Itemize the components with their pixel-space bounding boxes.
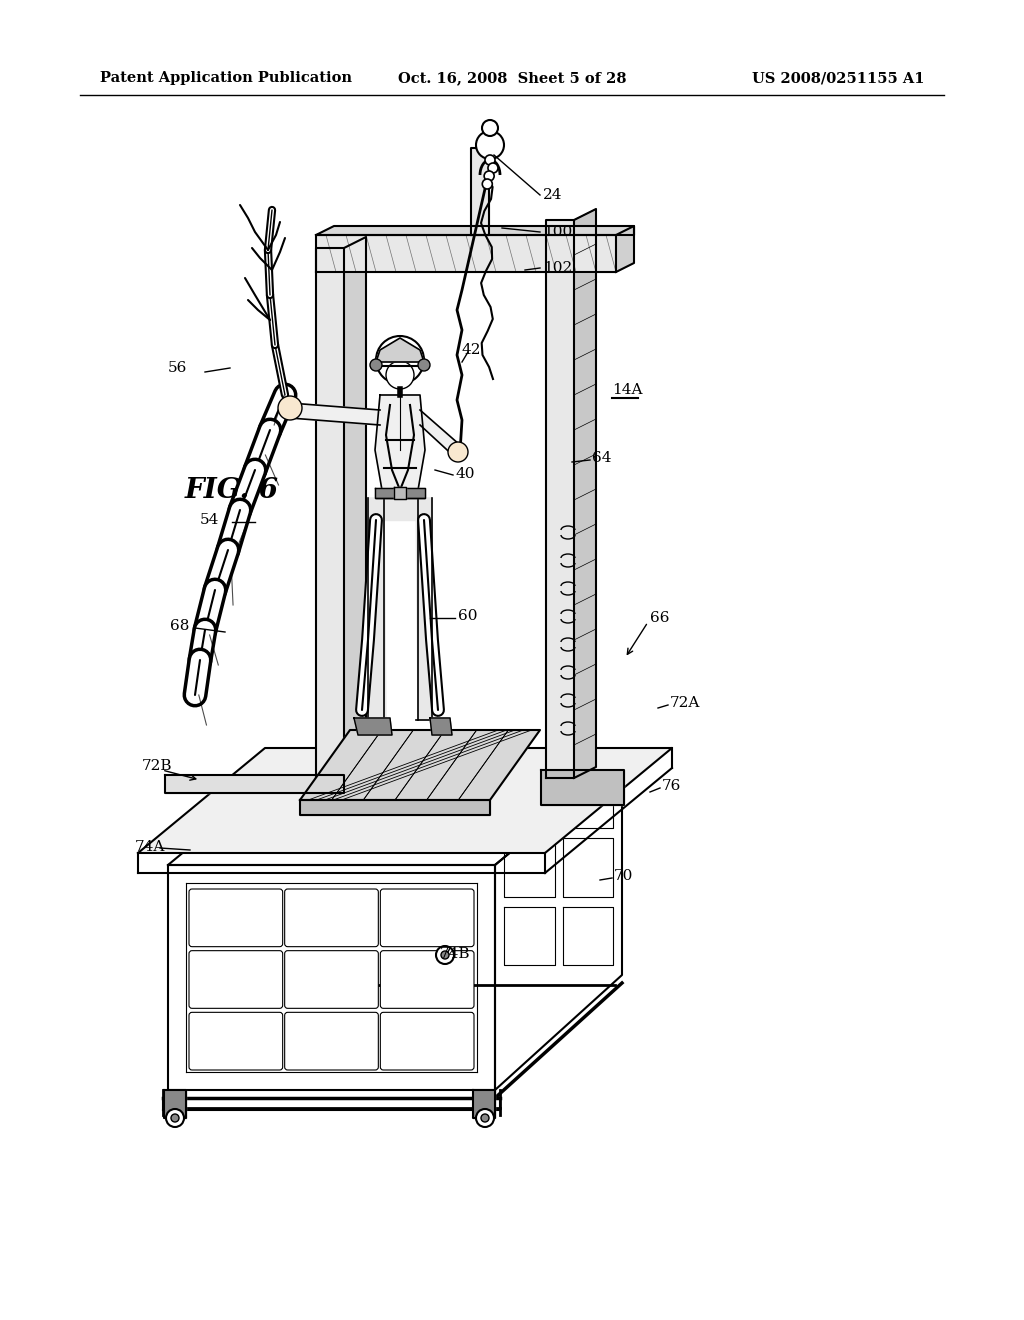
- Polygon shape: [416, 498, 434, 719]
- Circle shape: [449, 442, 468, 462]
- Polygon shape: [164, 1090, 186, 1118]
- Text: 68: 68: [170, 619, 189, 634]
- Polygon shape: [300, 800, 490, 814]
- Polygon shape: [138, 748, 672, 853]
- Circle shape: [171, 1114, 179, 1122]
- Text: 100: 100: [543, 224, 572, 239]
- FancyBboxPatch shape: [380, 1012, 474, 1071]
- Circle shape: [376, 337, 424, 384]
- Text: 54: 54: [200, 513, 219, 527]
- Text: 24: 24: [543, 187, 562, 202]
- Text: Oct. 16, 2008  Sheet 5 of 28: Oct. 16, 2008 Sheet 5 of 28: [397, 71, 627, 84]
- Text: FIG. 6: FIG. 6: [185, 477, 279, 503]
- FancyBboxPatch shape: [285, 888, 378, 946]
- Polygon shape: [375, 488, 425, 498]
- Text: 70: 70: [614, 869, 634, 883]
- Polygon shape: [290, 403, 380, 425]
- Polygon shape: [354, 718, 392, 735]
- Polygon shape: [541, 770, 624, 805]
- Polygon shape: [316, 235, 616, 272]
- Text: US 2008/0251155 A1: US 2008/0251155 A1: [752, 71, 924, 84]
- Polygon shape: [300, 730, 540, 800]
- Circle shape: [386, 360, 414, 389]
- Circle shape: [436, 946, 454, 964]
- Circle shape: [278, 396, 302, 420]
- Text: 64: 64: [592, 451, 611, 465]
- Circle shape: [166, 1109, 184, 1127]
- Circle shape: [482, 180, 493, 189]
- Polygon shape: [316, 226, 634, 235]
- Polygon shape: [316, 248, 344, 777]
- Circle shape: [488, 162, 498, 173]
- Circle shape: [484, 172, 495, 181]
- Polygon shape: [165, 775, 344, 793]
- Circle shape: [418, 359, 430, 371]
- FancyBboxPatch shape: [189, 950, 283, 1008]
- FancyBboxPatch shape: [380, 888, 474, 946]
- Polygon shape: [376, 498, 424, 520]
- Polygon shape: [394, 487, 406, 499]
- Circle shape: [441, 950, 449, 960]
- Polygon shape: [473, 1090, 495, 1118]
- Polygon shape: [420, 411, 460, 459]
- Circle shape: [476, 131, 504, 158]
- Circle shape: [370, 359, 382, 371]
- Polygon shape: [376, 338, 424, 362]
- Polygon shape: [471, 148, 489, 235]
- FancyBboxPatch shape: [380, 950, 474, 1008]
- Text: 56: 56: [168, 360, 187, 375]
- Circle shape: [476, 1109, 494, 1127]
- Text: Patent Application Publication: Patent Application Publication: [100, 71, 352, 84]
- Polygon shape: [616, 226, 634, 272]
- Circle shape: [482, 120, 498, 136]
- Text: 66: 66: [650, 611, 670, 624]
- Text: 60: 60: [458, 609, 477, 623]
- Text: 76: 76: [662, 779, 681, 793]
- FancyBboxPatch shape: [285, 1012, 378, 1071]
- Text: 42: 42: [462, 343, 481, 356]
- FancyBboxPatch shape: [189, 1012, 283, 1071]
- FancyBboxPatch shape: [189, 888, 283, 946]
- Polygon shape: [375, 395, 425, 490]
- Polygon shape: [430, 718, 452, 735]
- Text: 74A: 74A: [135, 840, 165, 854]
- FancyBboxPatch shape: [285, 950, 378, 1008]
- Text: 40: 40: [455, 467, 474, 480]
- Circle shape: [481, 1114, 489, 1122]
- Polygon shape: [546, 220, 574, 777]
- Text: 14A: 14A: [612, 383, 642, 397]
- Text: 72A: 72A: [670, 696, 700, 710]
- Polygon shape: [574, 209, 596, 777]
- Polygon shape: [344, 238, 366, 777]
- Text: 72B: 72B: [142, 759, 172, 774]
- Polygon shape: [368, 498, 386, 719]
- Text: 74B: 74B: [440, 946, 470, 961]
- Circle shape: [485, 154, 495, 165]
- Text: 102: 102: [543, 261, 572, 275]
